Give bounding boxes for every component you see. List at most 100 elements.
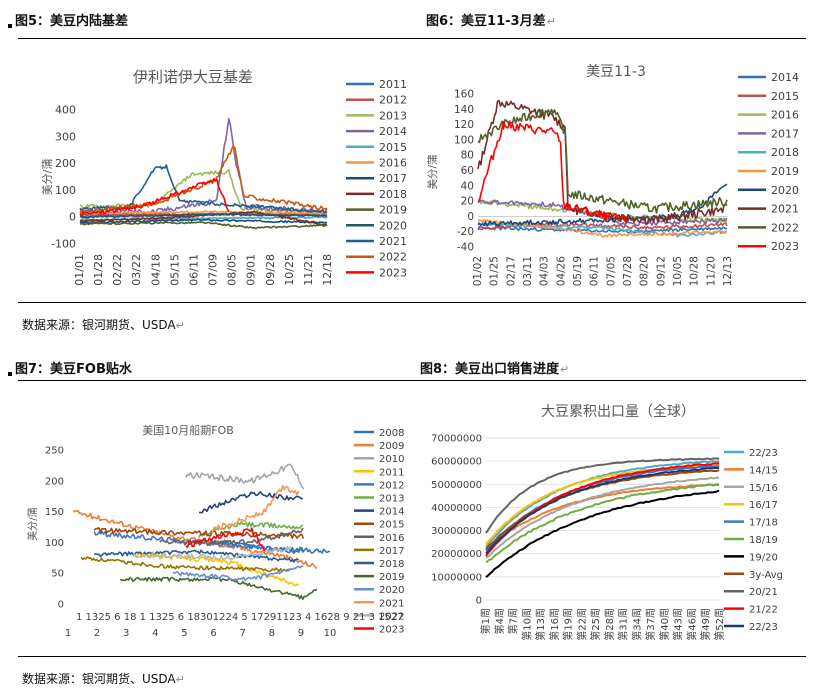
legend-entry: 15/16 [749, 483, 778, 494]
x-tick-label: 2 [94, 628, 100, 639]
series-line-2017 [80, 556, 291, 573]
x-tick-label: 9 [298, 628, 304, 639]
y-tick-label: 140 [454, 104, 474, 116]
legend-entry: 2017 [379, 546, 404, 557]
x-tick-label: 06/11 [187, 254, 200, 286]
legend-entry: 17/18 [749, 518, 778, 529]
legend-entry: 18/19 [749, 535, 778, 546]
legend-entry: 2012 [379, 480, 404, 491]
chart-cumulative-exports: 大豆累积出口量（全球） 0 10000000 20000000 30000000 4000… [431, 403, 783, 641]
series-line-2017 [477, 199, 728, 227]
legend-entry: 2008 [379, 428, 404, 439]
x-tick-label: 03/22 [130, 254, 143, 286]
y-tick-label: 10000000 [431, 572, 482, 583]
y-axis-label: 美分/蒲 [426, 154, 439, 189]
top-rule [18, 38, 806, 39]
bullet-icon [8, 372, 12, 376]
legend-entry: 14/15 [749, 465, 778, 476]
series-line-2018 [477, 221, 728, 238]
legend-entry: 22/23 [749, 448, 778, 459]
legend-entry: 2016 [379, 157, 407, 170]
legend-entry: 2017 [771, 127, 799, 140]
x-tick-label: 11/20 [705, 256, 717, 286]
y-tick-label: 50 [51, 569, 64, 580]
series-line-2013 [79, 169, 328, 214]
y-tick-label: 0 [69, 211, 76, 224]
y-tick-label: 100 [454, 134, 474, 146]
y-tick-label: 100 [55, 184, 76, 197]
x-tick-label: 05/15 [168, 254, 181, 286]
x-tick-label: 第4周 [493, 608, 506, 634]
legend-entry: 20/21 [749, 587, 778, 598]
series-line-2021 [211, 484, 300, 534]
series-line-2018 [94, 549, 300, 563]
x-tick-label: 02/22 [111, 254, 124, 286]
legend-entry: 2022 [771, 221, 799, 234]
legend-entry: 2016 [379, 533, 404, 544]
x-tick-label: 第13周 [534, 608, 547, 641]
middle-rule-1 [18, 302, 806, 303]
x-tick-label: 08/20 [639, 256, 651, 286]
legend-entry: 2023 [771, 240, 799, 253]
x-tick-label: 4 [152, 628, 158, 639]
x-tick-label: 第31周 [617, 608, 630, 641]
x-tick-label: 09/28 [264, 254, 277, 286]
legend-entry: 2020 [379, 219, 407, 232]
bottom-rule [18, 656, 806, 657]
x-tick-label: 第7周 [507, 608, 520, 634]
series-line-2014 [198, 491, 303, 514]
series-line-2020 [172, 565, 304, 581]
y-tick-label: 20 [461, 196, 474, 208]
x-tick-label: 10/05 [672, 256, 684, 286]
chart-title: 大豆累积出口量（全球） [541, 403, 695, 420]
series-line-2015 [93, 527, 305, 539]
series-line-2023 [477, 120, 629, 224]
legend-entry: 2013 [379, 109, 407, 122]
y-tick-label: 70000000 [431, 434, 482, 445]
x-tick-label: 04/18 [149, 254, 162, 286]
legend-entry: 22/23 [749, 622, 778, 633]
legend-entry: 2018 [771, 146, 799, 159]
x-tick-label: 1 [65, 628, 71, 639]
series-line-2016 [79, 210, 328, 215]
chart-title: 伊利诺伊大豆基差 [133, 68, 253, 86]
x-tick-label: 04/26 [555, 256, 567, 287]
legend-entry: 2016 [771, 109, 799, 122]
series-line-2014 [79, 117, 328, 215]
x-tick-label: 第37周 [644, 608, 657, 641]
legend-entry: 2022 [379, 611, 404, 622]
series-line-2017 [79, 218, 328, 224]
legend-entry: 2021 [771, 203, 799, 216]
legend-entry: 2021 [379, 235, 407, 248]
y-tick-label: 40 [461, 180, 474, 192]
x-tick-label: 12/13 [722, 256, 734, 286]
series-line-2010 [185, 463, 305, 490]
x-tick-label: 第22周 [575, 608, 588, 641]
x-tick-label: 06/11 [589, 256, 601, 286]
x-tick-label: 8 [269, 628, 275, 639]
chart-illinois-basis: 伊利诺伊大豆基差 -100 0 100 200 300 400 美分/蒲 01/01 01/28 0… [40, 68, 407, 286]
x-tick-label: 10/25 [283, 254, 296, 286]
series-line-17/18 [485, 465, 720, 552]
x-tick-label: 第10周 [520, 608, 533, 641]
y-tick-label: 60 [461, 165, 474, 177]
x-tick-label: 第19周 [562, 608, 575, 641]
x-tick-label: 03/11 [522, 256, 534, 286]
x-tick-label: 07/05 [605, 256, 617, 286]
y-tick-label: -100 [51, 238, 76, 251]
series-line-2019 [119, 576, 318, 600]
series-line-2016 [159, 527, 304, 546]
y-tick-label: 30000000 [431, 526, 482, 537]
x-tick-label: 6 [210, 628, 216, 639]
caption-fig5: 图5：美豆内陆基差 [8, 10, 128, 29]
legend-entry: 2014 [771, 71, 799, 84]
legend-entry: 2019 [379, 572, 404, 583]
paragraph-mark-icon: ↵ [560, 363, 570, 376]
legend-entry: 2011 [379, 78, 407, 91]
x-tick-label: 第40周 [658, 608, 671, 641]
x-tick-label: 02/17 [505, 256, 517, 286]
x-tick-label: 01/28 [92, 254, 105, 286]
x-tick-label: 10 [324, 628, 337, 639]
legend-entry: 3y-Avg [749, 570, 783, 581]
x-tick-label: 第52周 [713, 608, 726, 641]
